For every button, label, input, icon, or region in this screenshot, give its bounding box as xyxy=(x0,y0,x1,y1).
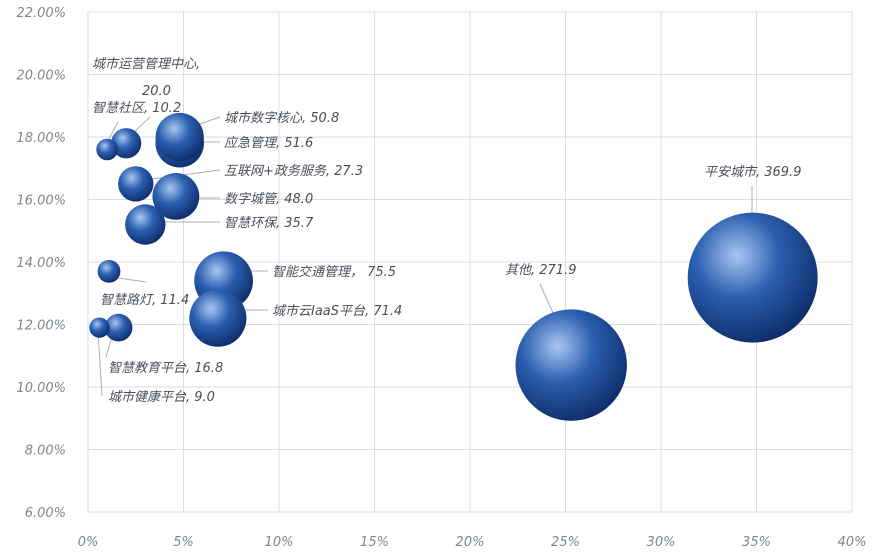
bubble xyxy=(89,317,110,338)
y-tick-label: 6.00% xyxy=(25,506,66,521)
bubble xyxy=(687,212,818,343)
y-tick-label: 18.00% xyxy=(16,131,66,146)
bubble xyxy=(111,128,142,159)
data-label: 智能交通管理， 75.5 xyxy=(272,264,396,280)
data-label: 智慧环保, 35.7 xyxy=(224,216,314,231)
x-tick-label: 5% xyxy=(173,535,194,550)
y-tick-label: 16.00% xyxy=(16,194,66,209)
x-tick-label: 0% xyxy=(78,535,99,550)
bubble xyxy=(97,259,121,283)
data-label: 互联网+政务服务, 27.3 xyxy=(224,164,363,179)
y-tick-label: 20.00% xyxy=(16,69,66,84)
data-label: 智慧教育平台, 16.8 xyxy=(108,360,223,376)
y-tick-label: 22.00% xyxy=(16,6,66,21)
x-tick-label: 35% xyxy=(742,535,771,550)
x-tick-label: 10% xyxy=(265,535,294,550)
x-tick-label: 40% xyxy=(838,535,867,550)
data-label: 城市云IaaS平台, 71.4 xyxy=(272,303,402,319)
data-label: 城市运营管理中心, 20.0 xyxy=(92,56,200,99)
bubble xyxy=(104,313,133,342)
bubble xyxy=(155,112,204,162)
y-tick-label: 8.00% xyxy=(25,444,66,459)
data-label: 智慧社区, 10.2 xyxy=(92,101,181,116)
bubble xyxy=(96,138,118,161)
data-label: 其他, 271.9 xyxy=(505,263,576,278)
data-label: 城市健康平台, 9.0 xyxy=(108,389,215,405)
bubble xyxy=(189,289,247,347)
data-label: 应急管理, 51.6 xyxy=(224,135,313,151)
x-tick-label: 15% xyxy=(360,535,389,550)
bubble xyxy=(152,172,200,220)
bubble xyxy=(125,204,166,245)
y-tick-label: 14.00% xyxy=(16,256,66,271)
data-labels: 平安城市, 369.9 其他, 271.9 智能交通管理， 75.5 城市云IaaS平… xyxy=(92,56,801,405)
data-label: 数字城管, 48.0 xyxy=(224,191,313,207)
bubble xyxy=(515,309,627,421)
x-tick-label: 25% xyxy=(551,535,580,550)
label-leader xyxy=(117,277,147,283)
y-tick-label: 10.00% xyxy=(16,381,66,396)
bubble xyxy=(118,166,154,202)
axis-ticks: 0% 5% 10% 15% 20% 25% 30% 35% 40% 6.00% 8.00% 10.00… xyxy=(16,6,866,550)
data-label: 平安城市, 369.9 xyxy=(704,164,801,180)
label-leader xyxy=(97,330,103,397)
data-label: 城市数字核心, 50.8 xyxy=(224,110,339,126)
bubbles xyxy=(89,112,818,421)
y-tick-label: 12.00% xyxy=(16,319,66,334)
x-tick-label: 20% xyxy=(456,535,485,550)
x-tick-label: 30% xyxy=(647,535,676,550)
data-label: 智慧路灯, 11.4 xyxy=(100,293,189,308)
